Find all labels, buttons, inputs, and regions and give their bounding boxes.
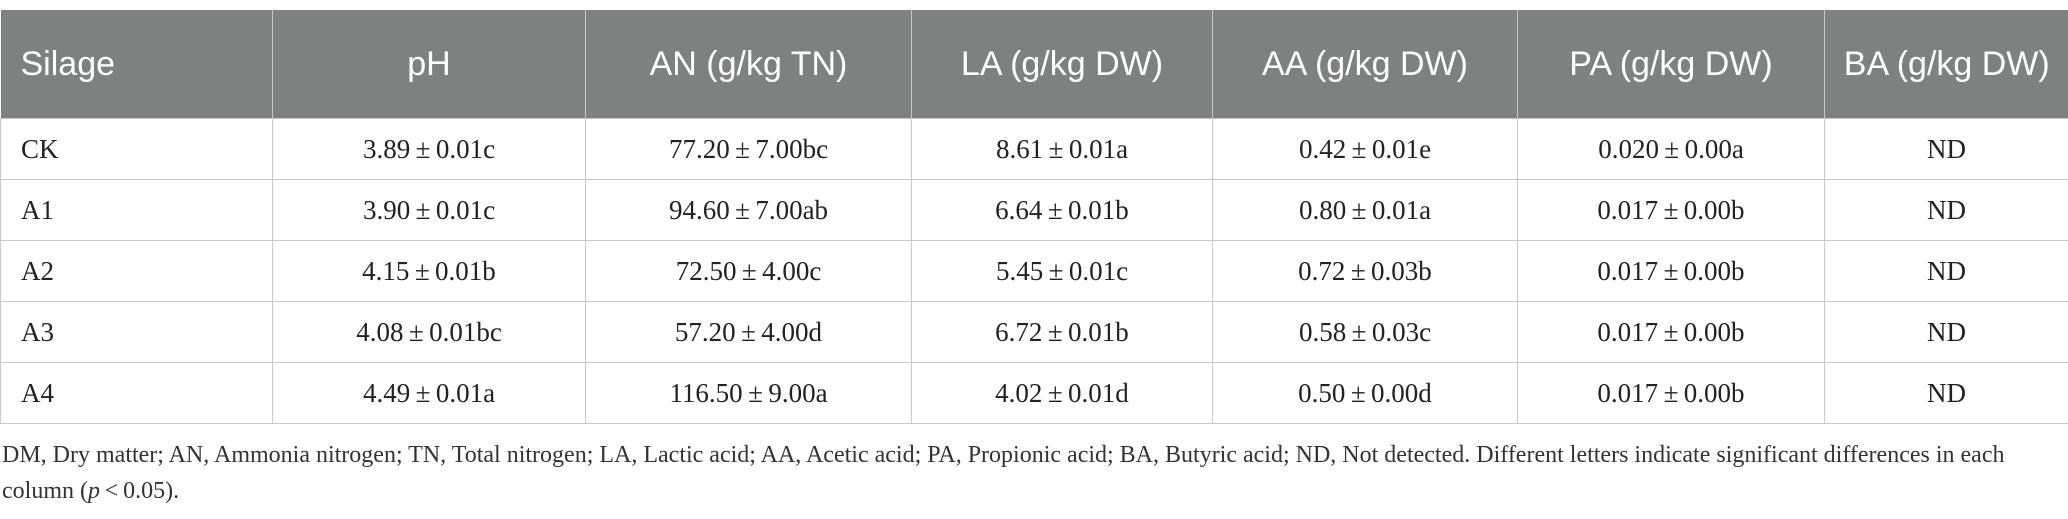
cell-silage: A2 <box>0 240 273 302</box>
footnote-text: DM, Dry matter; AN, Ammonia nitrogen; TN… <box>2 442 2005 504</box>
cell-ba: ND <box>1824 179 2068 241</box>
footnote-threshold: < 0.05). <box>99 478 180 504</box>
table-row: A1 3.90 ± 0.01c 94.60 ± 7.00ab 6.64 ± 0.… <box>0 179 2068 241</box>
cell-aa: 0.42 ± 0.01e <box>1212 118 1518 180</box>
cell-an: 116.50 ± 9.00a <box>585 362 912 424</box>
header-an: AN (g/kg TN) <box>585 10 912 119</box>
cell-la: 5.45 ± 0.01c <box>911 240 1213 302</box>
cell-pa: 0.017 ± 0.00b <box>1517 301 1825 363</box>
header-silage: Silage <box>0 10 273 119</box>
cell-la: 8.61 ± 0.01a <box>911 118 1213 180</box>
header-ph: pH <box>272 10 586 119</box>
cell-silage: CK <box>0 118 273 180</box>
cell-aa: 0.58 ± 0.03c <box>1212 301 1518 363</box>
data-table-container: Silage pH AN (g/kg TN) LA (g/kg DW) AA (… <box>0 10 2068 424</box>
table-footnote: DM, Dry matter; AN, Ammonia nitrogen; TN… <box>0 437 2042 509</box>
cell-ba: ND <box>1824 240 2068 302</box>
cell-silage: A4 <box>0 362 273 424</box>
header-aa: AA (g/kg DW) <box>1212 10 1518 119</box>
cell-pa: 0.017 ± 0.00b <box>1517 362 1825 424</box>
table-row: CK 3.89 ± 0.01c 77.20 ± 7.00bc 8.61 ± 0.… <box>0 118 2068 180</box>
cell-ba: ND <box>1824 118 2068 180</box>
table-header: Silage pH AN (g/kg TN) LA (g/kg DW) AA (… <box>0 10 2068 119</box>
cell-silage: A1 <box>0 179 273 241</box>
cell-aa: 0.50 ± 0.00d <box>1212 362 1518 424</box>
table-body: CK 3.89 ± 0.01c 77.20 ± 7.00bc 8.61 ± 0.… <box>0 118 2068 424</box>
header-la: LA (g/kg DW) <box>911 10 1213 119</box>
cell-ph: 4.08 ± 0.01bc <box>272 301 586 363</box>
table-row: A3 4.08 ± 0.01bc 57.20 ± 4.00d 6.72 ± 0.… <box>0 301 2068 363</box>
table-row: A4 4.49 ± 0.01a 116.50 ± 9.00a 4.02 ± 0.… <box>0 362 2068 424</box>
cell-an: 72.50 ± 4.00c <box>585 240 912 302</box>
cell-aa: 0.80 ± 0.01a <box>1212 179 1518 241</box>
cell-ba: ND <box>1824 362 2068 424</box>
cell-ph: 3.90 ± 0.01c <box>272 179 586 241</box>
footnote-p-symbol: p <box>87 478 100 504</box>
cell-la: 6.72 ± 0.01b <box>911 301 1213 363</box>
cell-ph: 3.89 ± 0.01c <box>272 118 586 180</box>
cell-ph: 4.49 ± 0.01a <box>272 362 586 424</box>
table-row: A2 4.15 ± 0.01b 72.50 ± 4.00c 5.45 ± 0.0… <box>0 240 2068 302</box>
cell-pa: 0.020 ± 0.00a <box>1517 118 1825 180</box>
cell-la: 6.64 ± 0.01b <box>911 179 1213 241</box>
cell-an: 94.60 ± 7.00ab <box>585 179 912 241</box>
header-pa: PA (g/kg DW) <box>1517 10 1825 119</box>
cell-pa: 0.017 ± 0.00b <box>1517 240 1825 302</box>
cell-an: 57.20 ± 4.00d <box>585 301 912 363</box>
cell-an: 77.20 ± 7.00bc <box>585 118 912 180</box>
cell-aa: 0.72 ± 0.03b <box>1212 240 1518 302</box>
cell-silage: A3 <box>0 301 273 363</box>
silage-fermentation-table: Silage pH AN (g/kg TN) LA (g/kg DW) AA (… <box>0 10 2068 424</box>
cell-pa: 0.017 ± 0.00b <box>1517 179 1825 241</box>
cell-ba: ND <box>1824 301 2068 363</box>
cell-la: 4.02 ± 0.01d <box>911 362 1213 424</box>
header-row: Silage pH AN (g/kg TN) LA (g/kg DW) AA (… <box>0 10 2068 119</box>
cell-ph: 4.15 ± 0.01b <box>272 240 586 302</box>
header-ba: BA (g/kg DW) <box>1824 10 2068 119</box>
